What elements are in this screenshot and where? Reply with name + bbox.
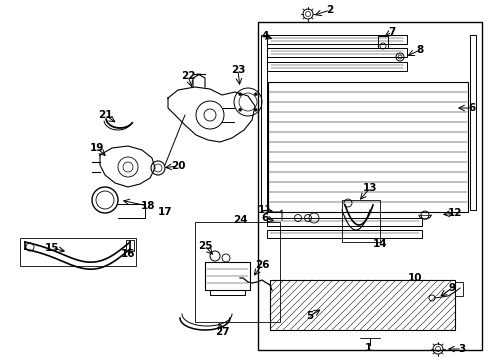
Circle shape bbox=[254, 108, 257, 111]
Bar bbox=[266, 48, 406, 57]
Bar bbox=[469, 35, 475, 210]
Text: 26: 26 bbox=[254, 260, 269, 270]
Text: 11: 11 bbox=[257, 205, 272, 215]
Text: 17: 17 bbox=[157, 207, 172, 217]
Text: 27: 27 bbox=[214, 327, 229, 337]
Bar bbox=[266, 218, 421, 226]
Text: 6: 6 bbox=[468, 103, 475, 113]
Bar bbox=[266, 62, 406, 71]
Text: 21: 21 bbox=[98, 110, 112, 120]
Text: 14: 14 bbox=[372, 239, 386, 249]
Bar bbox=[204, 262, 249, 290]
Bar bbox=[258, 22, 481, 350]
Text: 20: 20 bbox=[170, 161, 185, 171]
Text: 19: 19 bbox=[90, 143, 104, 153]
Text: 3: 3 bbox=[457, 344, 465, 354]
Text: 1: 1 bbox=[364, 343, 371, 353]
Text: 6: 6 bbox=[261, 213, 268, 223]
Circle shape bbox=[238, 108, 241, 111]
Text: 2: 2 bbox=[325, 5, 333, 15]
Text: 12: 12 bbox=[447, 208, 461, 218]
Bar bbox=[341, 200, 379, 242]
Bar bbox=[266, 35, 406, 44]
Text: 15: 15 bbox=[45, 243, 59, 253]
Text: 7: 7 bbox=[387, 27, 395, 37]
Bar bbox=[195, 222, 280, 322]
Text: 23: 23 bbox=[230, 65, 245, 75]
Bar bbox=[269, 280, 454, 330]
Text: 10: 10 bbox=[407, 273, 421, 283]
Bar bbox=[126, 240, 134, 251]
Text: 18: 18 bbox=[141, 201, 155, 211]
Text: 16: 16 bbox=[121, 249, 135, 259]
Bar bbox=[20, 238, 136, 266]
Bar bbox=[261, 35, 266, 210]
Text: 22: 22 bbox=[181, 71, 195, 81]
Text: 25: 25 bbox=[197, 241, 212, 251]
Bar bbox=[267, 82, 467, 212]
Bar bbox=[454, 282, 462, 296]
Bar bbox=[377, 36, 387, 48]
Text: 8: 8 bbox=[415, 45, 423, 55]
Bar bbox=[266, 230, 421, 238]
Text: 13: 13 bbox=[362, 183, 376, 193]
Circle shape bbox=[238, 93, 241, 96]
Text: 5: 5 bbox=[306, 311, 313, 321]
Circle shape bbox=[254, 93, 257, 96]
Text: 24: 24 bbox=[232, 215, 247, 225]
Text: 4: 4 bbox=[261, 31, 268, 41]
Text: 9: 9 bbox=[447, 283, 455, 293]
